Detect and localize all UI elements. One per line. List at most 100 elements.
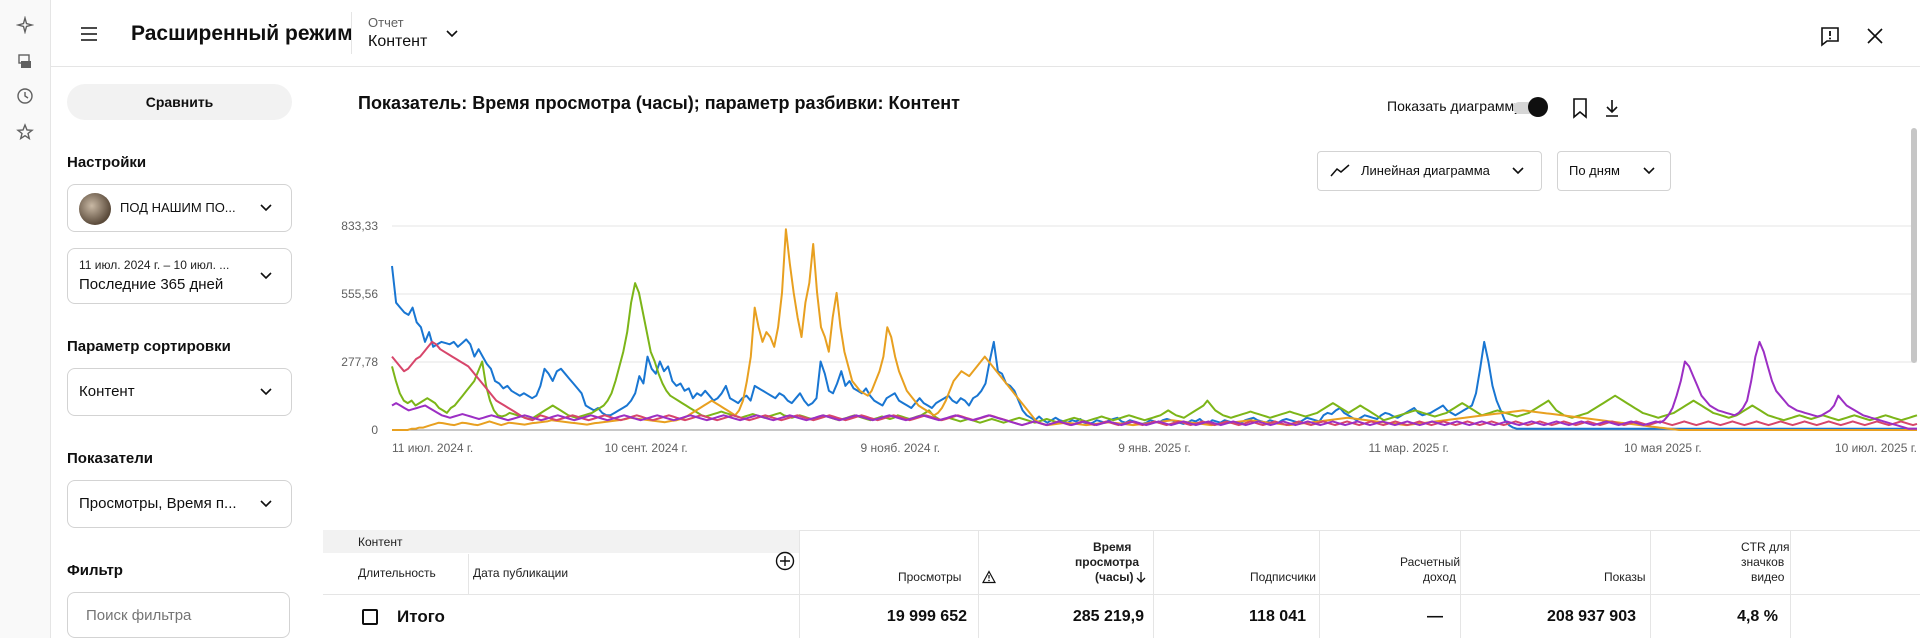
divider <box>323 530 1920 531</box>
sort-arrow-down-icon[interactable] <box>1134 570 1148 584</box>
sort-value: Контент <box>79 383 135 400</box>
pub-date-column-header[interactable]: Дата публикации <box>473 566 569 580</box>
bookmark-icon[interactable] <box>1570 97 1590 119</box>
divider <box>1460 530 1461 638</box>
revenue-header-line2[interactable]: доход <box>1423 570 1456 584</box>
report-main: Показатель: Время просмотра (часы); пара… <box>306 66 1920 638</box>
series-line-2[interactable] <box>391 282 1918 424</box>
metrics-value: Просмотры, Время п... <box>79 495 237 512</box>
sparkle-icon[interactable] <box>14 14 36 36</box>
y-tick-label: 555,56 <box>341 287 378 301</box>
date-range-small: 11 июл. 2024 г. – 10 июл. ... <box>79 258 230 272</box>
menu-icon[interactable] <box>77 22 101 46</box>
total-revenue: — <box>1427 608 1443 625</box>
download-icon[interactable] <box>1602 97 1622 119</box>
report-label: Отчет <box>368 15 404 30</box>
y-tick-label: 0 <box>371 423 378 437</box>
chart-type-label: Линейная диаграмма <box>1361 163 1490 178</box>
media-library-icon[interactable] <box>14 50 36 72</box>
top-bar: Расширенный режим Отчет Контент <box>51 0 1920 67</box>
chevron-down-icon <box>260 272 272 280</box>
series-line-5[interactable] <box>391 340 1917 430</box>
add-column-icon[interactable] <box>775 551 795 571</box>
data-table: Контент Длительность Дата публикации Про… <box>323 530 1920 638</box>
filter-heading: Фильтр <box>67 562 123 579</box>
total-views: 19 999 652 <box>886 608 967 625</box>
divider <box>468 554 469 594</box>
divider <box>1650 530 1651 638</box>
x-tick-label: 10 мая 2025 г. <box>1624 441 1702 455</box>
warning-icon[interactable] <box>982 570 996 584</box>
channel-name: ПОД НАШИМ ПО... <box>120 200 236 215</box>
divider <box>1153 530 1154 638</box>
divider <box>351 12 352 54</box>
filter-search-input[interactable] <box>67 592 290 638</box>
divider <box>799 530 800 638</box>
watch-time-header-line3[interactable]: (часы) <box>1095 570 1134 584</box>
y-tick-label: 833,33 <box>341 219 378 233</box>
total-row-checkbox[interactable] <box>362 609 378 625</box>
scrollbar-thumb[interactable] <box>1911 128 1917 363</box>
x-tick-label: 9 янв. 2025 г. <box>1118 441 1190 455</box>
content-header-bg <box>323 530 799 553</box>
star-icon[interactable] <box>14 121 36 143</box>
ctr-header-line2[interactable]: значков <box>1741 555 1785 569</box>
chart-type-dropdown[interactable]: Линейная диаграмма <box>1317 151 1542 191</box>
impressions-column-header[interactable]: Показы <box>1604 570 1646 584</box>
total-watch-time: 285 219,9 <box>1072 608 1144 625</box>
x-tick-label: 10 июл. 2025 г. <box>1835 441 1917 455</box>
content-column-header[interactable]: Контент <box>358 535 403 549</box>
left-rail <box>0 0 51 638</box>
granularity-dropdown[interactable]: По дням <box>1557 151 1671 191</box>
chevron-down-icon <box>1512 167 1524 175</box>
revenue-header-line1[interactable]: Расчетный <box>1400 555 1461 569</box>
metrics-heading: Показатели <box>67 450 154 467</box>
divider <box>1790 530 1791 638</box>
divider <box>978 530 979 638</box>
x-tick-label: 10 сент. 2024 г. <box>605 441 688 455</box>
series-line-3[interactable] <box>392 228 1917 431</box>
x-tick-label: 11 июл. 2024 г. <box>392 441 473 455</box>
ctr-header-line3[interactable]: видео <box>1751 570 1785 584</box>
close-icon[interactable] <box>1864 25 1886 47</box>
chevron-down-icon <box>1643 167 1655 175</box>
report-title: Показатель: Время просмотра (часы); пара… <box>358 93 960 113</box>
chevron-down-icon[interactable] <box>443 25 461 43</box>
date-range-selector[interactable]: 11 июл. 2024 г. – 10 июл. ... Последние … <box>67 248 292 304</box>
compare-button[interactable]: Сравнить <box>67 84 292 120</box>
show-chart-toggle[interactable] <box>1513 97 1548 117</box>
toggle-knob <box>1528 97 1548 117</box>
subscribers-column-header[interactable]: Подписчики <box>1250 570 1317 584</box>
series-line-4[interactable] <box>391 340 1918 427</box>
history-icon[interactable] <box>14 85 36 107</box>
metrics-selector[interactable]: Просмотры, Время п... <box>67 480 292 528</box>
report-selector[interactable]: Контент <box>368 33 428 50</box>
chevron-down-icon <box>260 204 272 212</box>
x-tick-label: 9 нояб. 2024 г. <box>861 441 941 455</box>
total-ctr: 4,8 % <box>1737 608 1778 625</box>
x-tick-label: 11 мар. 2025 г. <box>1368 441 1448 455</box>
page-title: Расширенный режим <box>131 22 353 45</box>
total-impressions: 208 937 903 <box>1547 608 1636 625</box>
line-chart: 833,33 555,56 277,78 0 11 июл. 2024 г. 10 сен… <box>341 219 1918 455</box>
channel-selector[interactable]: ПОД НАШИМ ПО... <box>67 184 292 232</box>
duration-column-header[interactable]: Длительность <box>358 566 436 580</box>
watch-time-header-line2[interactable]: просмотра <box>1075 555 1140 569</box>
sort-selector[interactable]: Контент <box>67 368 292 416</box>
divider <box>323 594 1920 595</box>
date-range-value: Последние 365 дней <box>79 276 224 293</box>
settings-heading: Настройки <box>67 154 147 171</box>
granularity-label: По дням <box>1569 163 1620 178</box>
chevron-down-icon <box>260 500 272 508</box>
feedback-icon[interactable] <box>1819 25 1841 47</box>
chevron-down-icon <box>260 388 272 396</box>
divider <box>1319 530 1320 638</box>
views-column-header[interactable]: Просмотры <box>898 570 962 584</box>
show-chart-label: Показать диаграмму <box>1387 98 1522 114</box>
watch-time-header-line1[interactable]: Время <box>1093 540 1132 554</box>
line-chart-icon <box>1330 164 1350 177</box>
y-tick-label: 277,78 <box>341 355 378 369</box>
sort-heading: Параметр сортировки <box>67 338 231 355</box>
channel-avatar <box>79 193 111 225</box>
ctr-header-line1[interactable]: CTR для <box>1741 540 1790 554</box>
